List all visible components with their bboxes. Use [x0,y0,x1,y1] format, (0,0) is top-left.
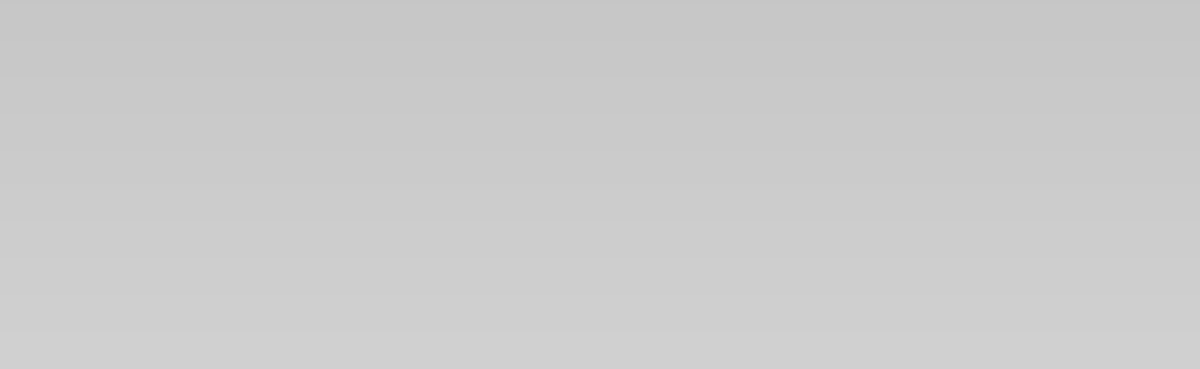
Text: 3.  A rectangular pulse of a continuous time signal is defined below.: 3. A rectangular pulse of a continuous t… [36,312,767,332]
Text: Check the periodicity of the discrete-time signals below: Check the periodicity of the discrete-ti… [92,103,706,123]
Text: i.: i. [78,204,91,224]
Text: 5): 5) [54,103,79,123]
Text: ii.: ii. [570,204,589,224]
Text: $x(n) = \cos\dfrac{2\pi n}{5} + \cos\dfrac{2\pi n}{7}$: $x(n) = \cos\dfrac{2\pi n}{5} + \cos\dfr… [126,195,371,233]
Text: $x(n) = \cos\!\left(\dfrac{n}{8}\right)\!\cos\!\left(\dfrac{\pi n}{8}\right)$: $x(n) = \cos\!\left(\dfrac{n}{8}\right)\… [624,196,836,232]
